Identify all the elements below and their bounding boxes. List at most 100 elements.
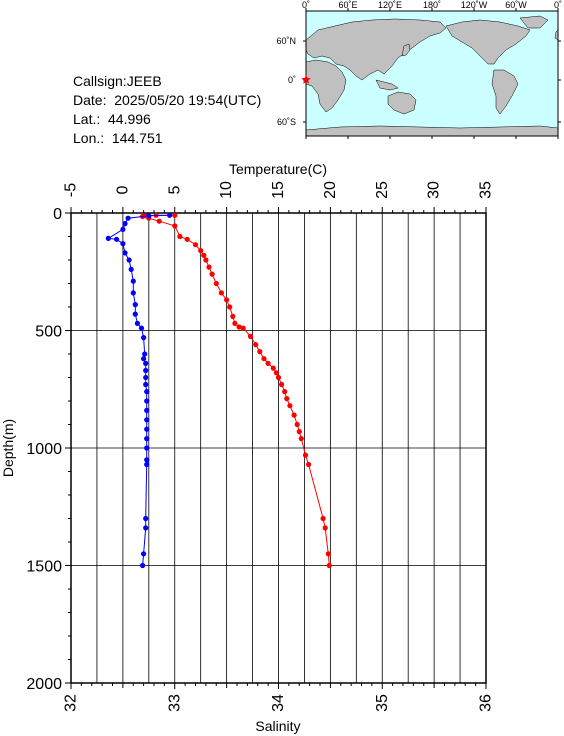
salinity-point <box>130 278 136 284</box>
temperature-point <box>198 248 204 254</box>
temperature-point <box>247 333 254 339</box>
latitude-text: Lat.: 44.996 <box>73 111 151 127</box>
land-south-america <box>491 69 519 115</box>
salinity-tick-label: 36 <box>478 694 495 712</box>
temperature-point <box>320 515 326 522</box>
salinity-tick-label: 35 <box>374 694 391 712</box>
map-longitude-label: 60˚W <box>505 0 527 10</box>
salinity-point <box>125 215 131 221</box>
salinity-point <box>144 461 150 468</box>
temperature-point <box>257 349 263 355</box>
salinity-point <box>122 221 128 227</box>
map-longitude-label: 60˚E <box>338 0 357 10</box>
temperature-tick-labels: -5 0 5 10 15 20 25 30 35 <box>63 181 495 199</box>
temperature-point <box>201 252 207 258</box>
temperature-point <box>232 320 238 326</box>
salinity-series <box>105 212 173 569</box>
salinity-point <box>144 398 150 404</box>
salinity-point <box>141 335 147 341</box>
map-longitude-label: 120˚W <box>461 0 488 10</box>
map-longitude-label: 120˚E <box>378 0 402 10</box>
temperature-point <box>206 264 212 270</box>
land-japan <box>401 43 411 57</box>
temperature-tick-label: 15 <box>270 181 287 199</box>
salinity-point <box>120 226 126 232</box>
temperature-point <box>282 389 288 395</box>
depth-tick-label: 1500 <box>26 559 62 576</box>
temperature-point <box>156 218 162 224</box>
temperature-point <box>265 360 271 366</box>
temperature-point <box>192 242 199 248</box>
chart-series <box>105 212 332 569</box>
temperature-point <box>294 421 300 428</box>
depth-axis-label: Depth(m) <box>0 419 16 477</box>
salinity-tick-label: 33 <box>166 694 183 712</box>
salinity-point <box>143 367 149 374</box>
temperature-point <box>322 525 328 531</box>
temperature-point <box>302 452 309 458</box>
temperature-point <box>279 381 285 388</box>
map-frame: 0˚ 60˚E 120˚E 180˚ 120˚W 60˚W 0˚ 60˚N 0˚ 60˚S <box>276 0 562 139</box>
temperature-tick-label: 5 <box>166 185 183 194</box>
temperature-point <box>184 236 190 242</box>
salinity-point <box>141 551 147 557</box>
land-eurasia <box>305 18 447 81</box>
chart-grid <box>70 212 487 684</box>
salinity-point <box>132 311 138 317</box>
temperature-point <box>275 374 282 381</box>
temperature-point <box>227 304 233 310</box>
salinity-point <box>134 320 140 326</box>
land-africa <box>305 59 347 113</box>
temperature-point <box>284 396 290 402</box>
salinity-point <box>126 257 132 263</box>
salinity-point <box>144 436 150 442</box>
map-longitude-labels: 0˚ 60˚E 120˚E 180˚ 120˚W 60˚W 0˚ <box>302 0 562 10</box>
map-ticks <box>303 8 561 139</box>
chart-ticks <box>65 207 487 689</box>
temperature-point <box>253 342 259 348</box>
salinity-point <box>138 325 145 331</box>
land-greenland <box>519 15 549 29</box>
map-marker-layer <box>301 74 311 84</box>
temperature-point <box>287 403 293 409</box>
map-latitude-label: 0˚ <box>288 75 296 85</box>
temperature-line <box>142 214 330 566</box>
salinity-point <box>128 266 134 272</box>
land-australia <box>387 91 417 115</box>
temperature-point <box>224 297 230 303</box>
station-info: Callsign:JEEB Date: 2025/05/20 19:54(UTC… <box>73 72 261 148</box>
salinity-point <box>142 351 148 357</box>
temperature-point <box>230 313 236 319</box>
temperature-point <box>172 223 178 229</box>
temperature-point <box>213 280 219 287</box>
salinity-point <box>144 407 150 413</box>
map-longitude-label: 0˚ <box>302 0 310 10</box>
salinity-tick-label: 32 <box>63 694 80 712</box>
salinity-point <box>114 236 120 242</box>
map-latitude-labels: 60˚N 0˚ 60˚S <box>276 36 296 127</box>
temperature-tick-label: 10 <box>218 181 235 199</box>
map-longitude-label: 0˚ <box>554 0 562 10</box>
longitude-text: Lon.: 144.751 <box>73 130 163 146</box>
land-indonesia <box>375 79 399 91</box>
salinity-point <box>144 389 150 395</box>
date-text: Date: 2025/05/20 19:54(UTC) <box>73 92 262 108</box>
salinity-point <box>146 213 152 219</box>
depth-tick-labels: 0 500 1000 1500 2000 <box>26 206 62 693</box>
salinity-tick-label: 34 <box>270 694 287 712</box>
temperature-tick-label: 35 <box>478 181 495 199</box>
salinity-point <box>141 356 147 362</box>
map-longitude-label: 180˚ <box>423 0 441 10</box>
temperature-point <box>296 429 302 435</box>
temperature-axis-label: Temperature(C) <box>229 161 327 177</box>
temperature-point <box>172 212 178 218</box>
temperature-point <box>325 551 331 557</box>
temperature-point <box>270 365 276 371</box>
temperature-point <box>273 370 279 376</box>
temperature-point <box>236 324 242 330</box>
salinity-point <box>140 562 146 569</box>
salinity-point <box>143 515 149 522</box>
callsign-text: Callsign:JEEB <box>73 73 162 89</box>
depth-tick-label: 500 <box>35 324 62 341</box>
